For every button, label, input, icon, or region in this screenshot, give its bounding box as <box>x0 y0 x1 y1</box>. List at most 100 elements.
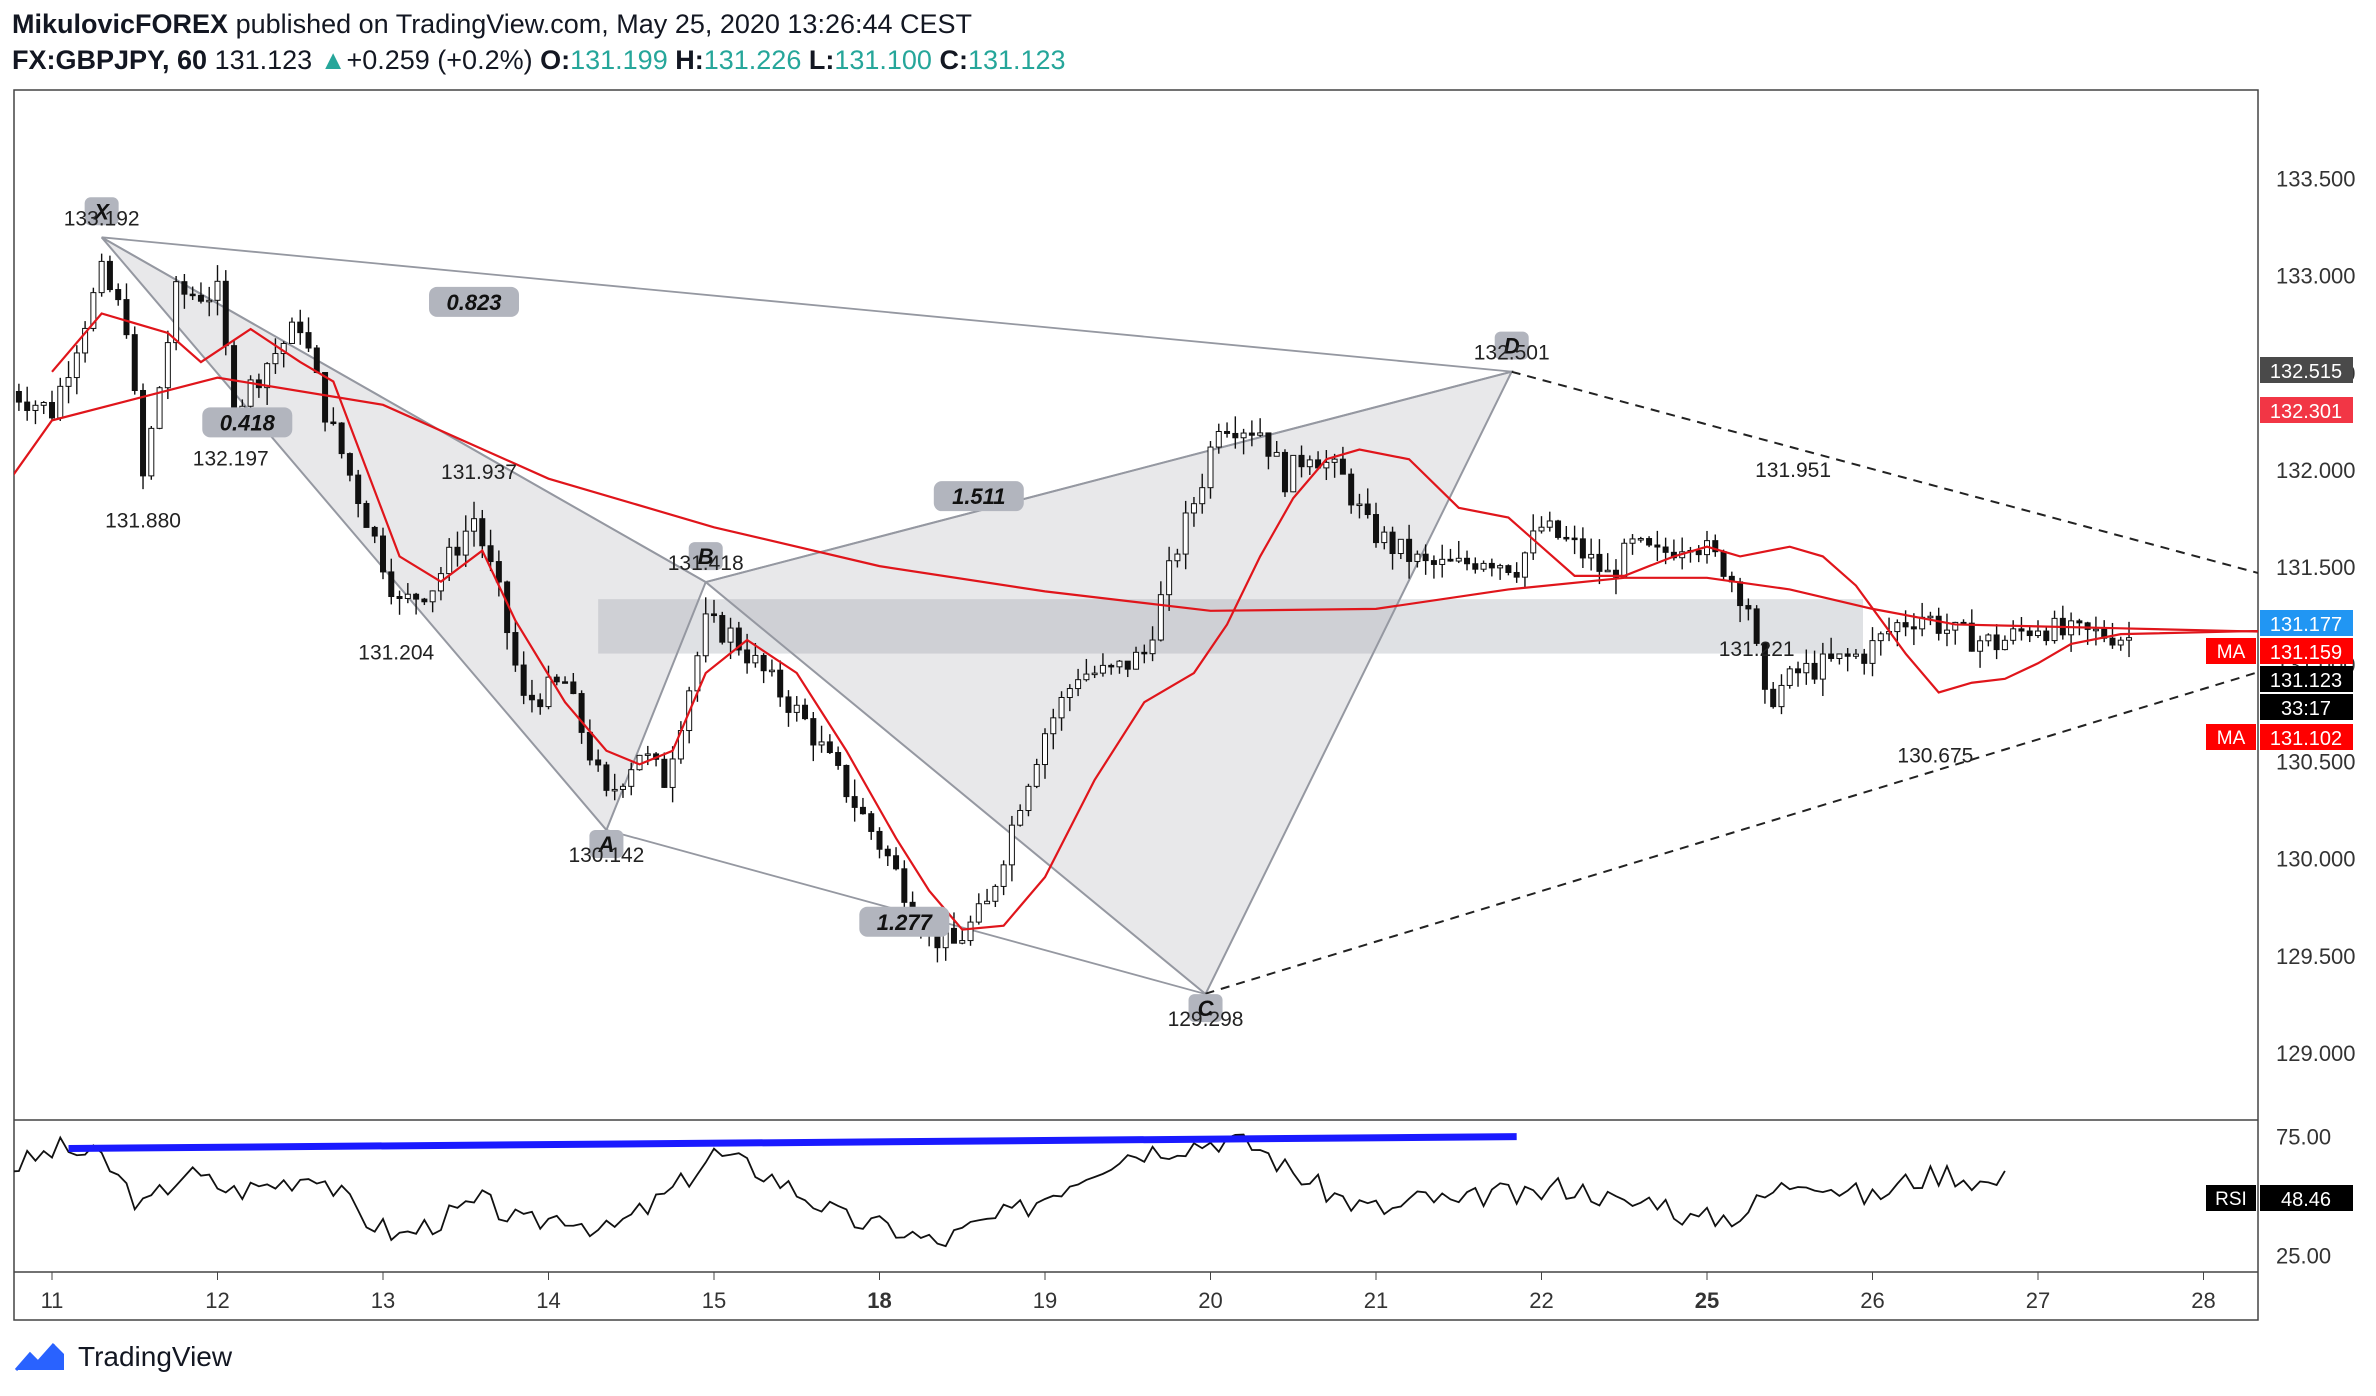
ratio-badge <box>202 407 293 438</box>
candle <box>777 660 784 707</box>
price-badge <box>2260 610 2353 636</box>
candle <box>355 469 362 518</box>
candle-body <box>884 848 891 857</box>
candle <box>1166 546 1173 611</box>
candle <box>2001 635 2008 651</box>
candle <box>1513 562 1520 583</box>
candle <box>1588 538 1595 571</box>
candle <box>164 330 171 400</box>
price-badge-value: 131.159 <box>2270 642 2342 664</box>
author[interactable]: MikulovicFOREX <box>12 9 229 39</box>
close-value: 131.123 <box>967 45 1066 75</box>
candle-body <box>1745 605 1752 610</box>
candle <box>1091 665 1098 679</box>
candle <box>206 286 213 317</box>
candle <box>1406 524 1413 579</box>
candle <box>1852 649 1859 659</box>
candle <box>1273 441 1280 457</box>
candle-body <box>197 294 204 302</box>
candle-body <box>586 731 593 761</box>
candle <box>1116 659 1123 674</box>
candle-body <box>2018 628 2025 632</box>
candle <box>992 884 999 907</box>
candle-body <box>619 785 626 790</box>
candle-body <box>1803 662 1810 674</box>
symbol[interactable]: FX:GBPJPY, 60 <box>12 45 208 75</box>
candle-body <box>992 885 999 902</box>
candle-body <box>1472 563 1479 570</box>
candle-body <box>727 627 734 643</box>
tradingview-logo-icon[interactable] <box>14 1340 68 1374</box>
candle-body <box>818 741 825 746</box>
candle-body <box>1968 622 1975 652</box>
candle <box>876 827 883 859</box>
candle <box>2117 636 2124 651</box>
candle-body <box>1910 626 1917 630</box>
trendline <box>1205 671 2258 995</box>
candle-body <box>1381 531 1388 544</box>
candle-body <box>1306 459 1313 468</box>
close-label: C: <box>939 45 968 75</box>
candle <box>2010 620 2017 645</box>
candle-body <box>760 654 767 672</box>
candle <box>1828 637 1835 662</box>
candle-body <box>115 289 122 301</box>
candle-body <box>90 292 97 329</box>
candle-body <box>984 900 991 905</box>
rsi-tick-label: 25.00 <box>2276 1243 2331 1268</box>
candle <box>123 283 130 339</box>
candle <box>1778 674 1785 715</box>
candle-body <box>1877 633 1884 642</box>
candle <box>2018 617 2025 641</box>
candle-body <box>106 260 113 291</box>
candle-body <box>247 379 254 407</box>
candle <box>1877 631 1884 656</box>
footer-brand[interactable]: TradingView <box>78 1341 233 1372</box>
candle <box>984 888 991 905</box>
candle-body <box>1513 571 1520 578</box>
candle <box>893 847 900 871</box>
pattern-point-name: C <box>1198 996 1215 1021</box>
candle <box>106 255 113 293</box>
time-tick-label: 19 <box>1033 1288 1057 1313</box>
price-tick-label: 129.000 <box>2276 1041 2356 1066</box>
candle <box>868 810 875 840</box>
candle <box>446 538 453 581</box>
candle-body <box>1116 660 1123 668</box>
candle <box>661 752 668 788</box>
chart-frame <box>13 89 2259 1321</box>
candle-body <box>1406 538 1413 562</box>
candle <box>1646 536 1653 548</box>
candle <box>272 338 279 374</box>
candle <box>1323 450 1330 481</box>
price-badge-value: 131.123 <box>2270 670 2342 692</box>
candle-body <box>1612 569 1619 578</box>
candle <box>297 309 304 345</box>
ratio-label: 0.823 <box>446 290 501 315</box>
candle-body <box>1455 557 1462 562</box>
candle <box>1993 624 2000 660</box>
candle <box>1571 525 1578 555</box>
price-badge-value: 132.301 <box>2270 401 2342 423</box>
candle <box>1497 563 1504 580</box>
candle-body <box>1778 684 1785 708</box>
candle <box>2043 627 2050 646</box>
candle-body <box>1182 512 1189 555</box>
pattern-triangle-bcd <box>703 370 1514 996</box>
candle-body <box>1480 562 1487 570</box>
ratio-badge <box>429 286 520 317</box>
candle-body <box>1339 458 1346 475</box>
candle-body <box>1935 615 1942 634</box>
candle-body <box>1439 558 1446 565</box>
candle-body <box>1331 458 1338 463</box>
candle-body <box>32 404 39 411</box>
candle-body <box>148 427 155 477</box>
candle-body <box>1273 451 1280 457</box>
candle <box>578 690 585 744</box>
candle <box>1935 607 1942 641</box>
candle <box>628 762 635 796</box>
candle-body <box>628 769 635 787</box>
swing-price-label: 131.937 <box>441 461 517 484</box>
candle <box>330 407 337 426</box>
